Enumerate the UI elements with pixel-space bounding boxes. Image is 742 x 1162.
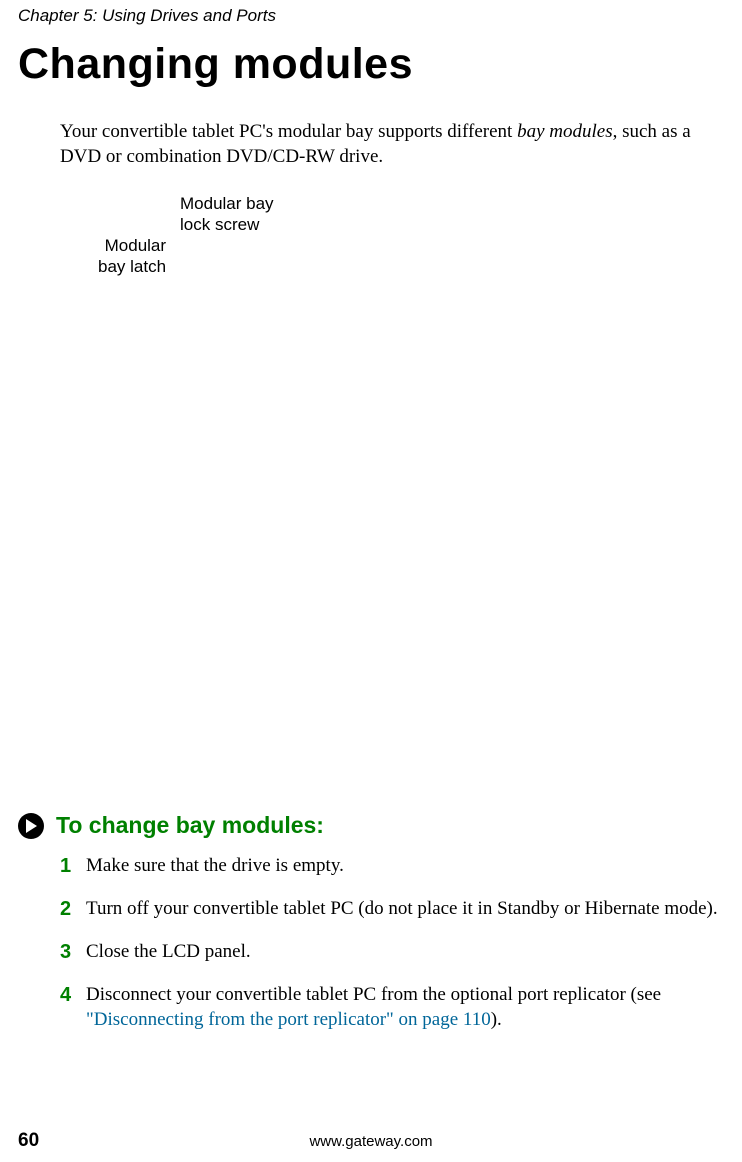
chapter-header: Chapter 5: Using Drives and Ports <box>18 6 276 26</box>
diagram-label-lock-screw: Modular bay lock screw <box>180 193 274 236</box>
step-item: 4 Disconnect your convertible tablet PC … <box>60 983 720 1032</box>
step-number: 4 <box>60 983 86 1032</box>
step-number: 1 <box>60 854 86 879</box>
step-item: 2 Turn off your convertible tablet PC (d… <box>60 897 720 922</box>
diagram-label-bay-latch: Modular bay latch <box>98 235 166 278</box>
play-icon <box>18 813 44 839</box>
step-item: 1 Make sure that the drive is empty. <box>60 854 720 879</box>
step-text: Disconnect your convertible tablet PC fr… <box>86 983 720 1032</box>
step-text: Make sure that the drive is empty. <box>86 854 344 879</box>
label-line: Modular <box>98 235 166 256</box>
intro-paragraph: Your convertible tablet PC's modular bay… <box>60 120 730 169</box>
procedure-steps: 1 Make sure that the drive is empty. 2 T… <box>60 854 720 1050</box>
cross-reference-link[interactable]: "Disconnecting from the port replicator"… <box>86 1009 491 1030</box>
procedure-title: To change bay modules: <box>56 812 324 839</box>
step-item: 3 Close the LCD panel. <box>60 940 720 965</box>
step-text: Turn off your convertible tablet PC (do … <box>86 897 718 922</box>
step-text: Close the LCD panel. <box>86 940 251 965</box>
procedure-header: To change bay modules: <box>18 812 324 839</box>
footer-url: www.gateway.com <box>309 1133 432 1150</box>
page-title: Changing modules <box>18 40 413 89</box>
intro-text-italic: bay modules <box>517 121 613 142</box>
label-line: lock screw <box>180 214 274 235</box>
step-number: 3 <box>60 940 86 965</box>
label-line: Modular bay <box>180 193 274 214</box>
page-number: 60 <box>18 1130 39 1152</box>
label-line: bay latch <box>98 256 166 277</box>
step-text-pre: Disconnect your convertible tablet PC fr… <box>86 984 661 1005</box>
step-text-post: ). <box>491 1009 502 1030</box>
intro-text-pre: Your convertible tablet PC's modular bay… <box>60 121 517 142</box>
step-number: 2 <box>60 897 86 922</box>
